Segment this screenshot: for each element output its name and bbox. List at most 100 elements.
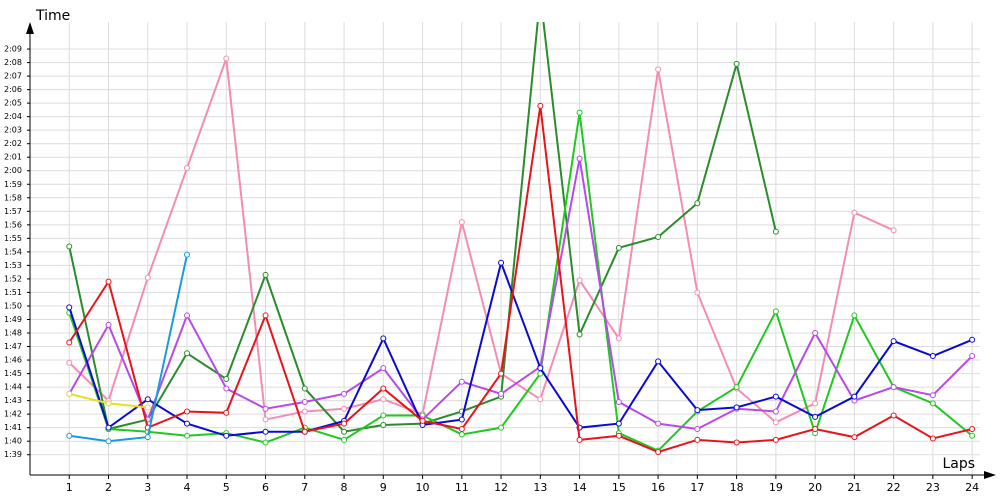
y-tick-label: 2:09 bbox=[4, 45, 22, 54]
point bbox=[576, 331, 583, 338]
y-tick-label: 2:00 bbox=[4, 166, 22, 175]
y-tick-label: 1:43 bbox=[4, 396, 22, 405]
point bbox=[890, 338, 897, 345]
point bbox=[262, 428, 269, 435]
point bbox=[733, 60, 740, 67]
point bbox=[772, 408, 779, 415]
point bbox=[498, 259, 505, 266]
series-line bbox=[68, 58, 895, 424]
point bbox=[105, 438, 112, 445]
point bbox=[812, 413, 819, 420]
point bbox=[184, 312, 191, 319]
point bbox=[615, 420, 622, 427]
y-tick-label: 1:52 bbox=[4, 274, 22, 283]
point bbox=[144, 396, 151, 403]
point bbox=[498, 370, 505, 377]
point bbox=[380, 421, 387, 428]
y-tick-label: 2:02 bbox=[4, 139, 22, 148]
y-tick-label: 2:05 bbox=[4, 99, 22, 108]
point bbox=[66, 432, 73, 439]
y-tick-label: 1:45 bbox=[4, 369, 22, 378]
point bbox=[615, 398, 622, 405]
point bbox=[694, 436, 701, 443]
x-tick-label: 2 bbox=[105, 481, 112, 494]
point bbox=[772, 228, 779, 235]
y-tick-label: 1:44 bbox=[4, 383, 22, 392]
y-tick-label: 2:04 bbox=[4, 112, 22, 121]
series-line bbox=[68, 158, 973, 431]
point bbox=[929, 353, 936, 360]
point bbox=[772, 393, 779, 400]
plot-area bbox=[66, 22, 976, 456]
point bbox=[223, 55, 230, 62]
point bbox=[458, 426, 465, 433]
y-tick-label: 1:54 bbox=[4, 247, 22, 256]
point bbox=[105, 424, 112, 431]
point bbox=[890, 384, 897, 391]
x-tick-label: 3 bbox=[144, 481, 151, 494]
y-tick-label: 1:40 bbox=[4, 437, 22, 446]
point bbox=[301, 385, 308, 392]
y-tick-label: 1:51 bbox=[4, 288, 22, 297]
x-tick-label: 19 bbox=[769, 481, 783, 494]
point bbox=[184, 408, 191, 415]
y-tick-label: 2:06 bbox=[4, 85, 22, 94]
y-tick-label: 2:01 bbox=[4, 153, 22, 162]
x-tick-label: 22 bbox=[887, 481, 901, 494]
point bbox=[733, 384, 740, 391]
y-tick-label: 1:50 bbox=[4, 301, 22, 310]
point bbox=[694, 289, 701, 296]
x-tick-label: 1 bbox=[66, 481, 73, 494]
point bbox=[262, 416, 269, 423]
point bbox=[890, 227, 897, 234]
point bbox=[223, 409, 230, 416]
point bbox=[144, 274, 151, 281]
point bbox=[576, 109, 583, 116]
point bbox=[576, 436, 583, 443]
point bbox=[341, 405, 348, 412]
point bbox=[341, 390, 348, 397]
x-tick-label: 14 bbox=[573, 481, 587, 494]
point bbox=[733, 404, 740, 411]
point bbox=[851, 393, 858, 400]
x-tick-label: 21 bbox=[847, 481, 861, 494]
point bbox=[733, 439, 740, 446]
point bbox=[851, 209, 858, 216]
series-line bbox=[68, 105, 973, 454]
x-axis-label: Laps bbox=[942, 456, 975, 472]
point bbox=[929, 435, 936, 442]
y-tick-label: 1:46 bbox=[4, 356, 22, 365]
point bbox=[694, 426, 701, 433]
x-tick-label: 4 bbox=[184, 481, 191, 494]
point bbox=[262, 405, 269, 412]
point bbox=[851, 312, 858, 319]
point bbox=[458, 431, 465, 438]
point bbox=[576, 155, 583, 162]
point bbox=[615, 335, 622, 342]
point bbox=[969, 336, 976, 343]
point bbox=[537, 365, 544, 372]
point bbox=[301, 398, 308, 405]
point bbox=[655, 358, 662, 365]
series-line bbox=[69, 254, 189, 443]
point bbox=[184, 350, 191, 357]
x-tick-label: 10 bbox=[416, 481, 430, 494]
point bbox=[223, 385, 230, 392]
point bbox=[655, 66, 662, 73]
x-tick-label: 13 bbox=[533, 481, 547, 494]
grid bbox=[30, 22, 980, 475]
point bbox=[184, 432, 191, 439]
point bbox=[144, 404, 151, 411]
y-tick-label: 1:53 bbox=[4, 261, 22, 270]
point bbox=[615, 432, 622, 439]
point bbox=[105, 400, 112, 407]
point bbox=[929, 400, 936, 407]
point bbox=[184, 420, 191, 427]
point bbox=[105, 278, 112, 285]
y-tick-label: 1:47 bbox=[4, 342, 22, 351]
y-tick-label: 1:48 bbox=[4, 329, 22, 338]
x-tick-label: 16 bbox=[651, 481, 665, 494]
point bbox=[380, 365, 387, 372]
y-axis-label: Time bbox=[35, 8, 70, 24]
y-tick-label: 1:59 bbox=[4, 180, 22, 189]
